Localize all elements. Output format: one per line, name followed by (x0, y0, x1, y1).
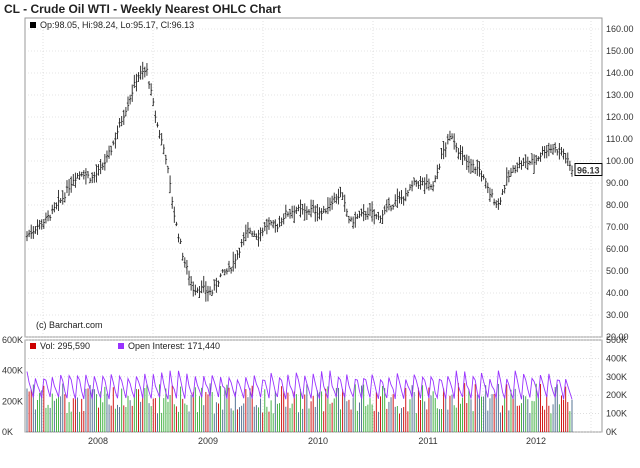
x-tick-label: 2011 (418, 436, 437, 446)
price-tick-label: 150.00 (606, 46, 634, 56)
last-price-box (574, 163, 603, 177)
volume-right-tick: 500K (606, 335, 627, 345)
price-tick-label: 140.00 (606, 68, 634, 78)
price-tick-label: 70.00 (606, 222, 629, 232)
price-tick-label: 100.00 (606, 156, 634, 166)
price-tick-label: 40.00 (606, 288, 629, 298)
last-price-label: 96.13 (577, 166, 600, 176)
price-tick-label: 30.00 (606, 310, 629, 320)
open-interest-line (26, 370, 573, 400)
volume-right-tick: 200K (606, 390, 627, 400)
price-tick-label: 110.00 (606, 134, 633, 144)
volume-right-tick: 400K (606, 353, 627, 363)
x-tick-label: 2010 (308, 436, 328, 446)
price-panel (24, 17, 603, 338)
oi-legend-swatch (118, 343, 124, 349)
price-tick-label: 80.00 (606, 200, 629, 210)
copyright: (c) Barchart.com (36, 320, 103, 330)
price-tick-label: 120.00 (606, 112, 634, 122)
oi-legend: Open Interest: 171,440 (128, 341, 220, 351)
price-tick-label: 20.00 (606, 332, 629, 342)
price-tick-label: 60.00 (606, 244, 629, 254)
volume-left-tick: 600K (2, 335, 23, 345)
chart-title: CL - Crude Oil WTI - Weekly Nearest OHLC… (4, 2, 281, 16)
volume-legend-swatch (30, 343, 36, 349)
price-tick-label: 130.00 (606, 90, 634, 100)
volume-left-tick: 0K (2, 427, 13, 437)
x-tick-label: 2008 (88, 436, 108, 446)
price-tick-label: 50.00 (606, 266, 629, 276)
volume-right-tick: 0K (606, 427, 617, 437)
price-legend: Op:98.05, Hi:98.24, Lo:95.17, Cl:96.13 (40, 20, 194, 30)
x-tick-label: 2009 (198, 436, 218, 446)
price-tick-label: 160.00 (606, 24, 634, 34)
volume-legend: Vol: 295,590 (40, 341, 90, 351)
price-legend-swatch (30, 22, 36, 28)
volume-right-tick: 100K (606, 409, 627, 419)
x-tick-label: 2012 (526, 436, 546, 446)
price-tick-label: 90.00 (606, 178, 629, 188)
volume-left-tick: 400K (2, 366, 23, 376)
volume-left-tick: 200K (2, 396, 23, 406)
volume-right-tick: 300K (606, 372, 627, 382)
